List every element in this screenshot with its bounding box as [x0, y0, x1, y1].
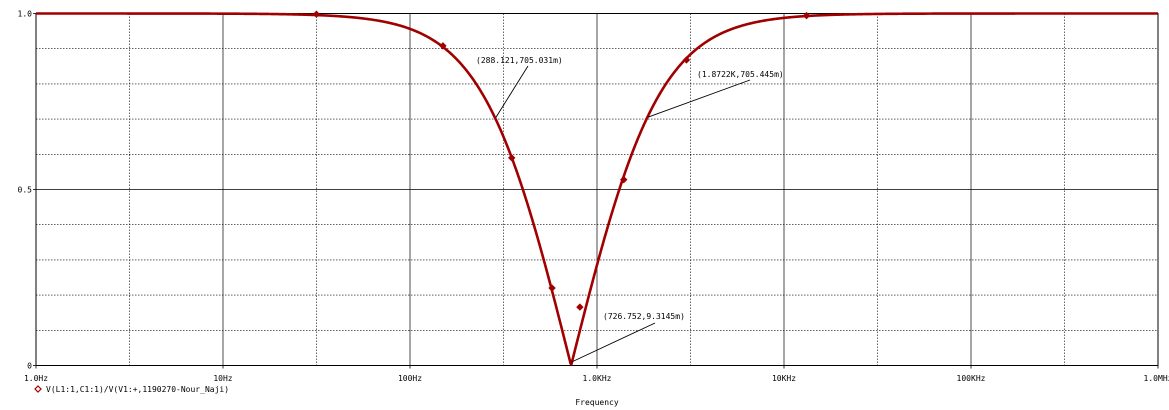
x-tick-label: 10KHz	[772, 374, 796, 383]
x-tick-label: 1.0Hz	[24, 374, 48, 383]
series-marker	[620, 175, 628, 184]
legend: V(L1:1,C1:1)/V(V1:+,1190270-Nour_Naji)	[34, 385, 229, 394]
plot-grid	[36, 13, 1158, 366]
y-tick-label: 0	[27, 362, 32, 371]
annotation-label: (726.752,9.3145m)	[603, 312, 685, 321]
x-axis-label: Frequency	[575, 398, 619, 407]
x-tick-label: 100KHz	[957, 374, 986, 383]
x-tick-label: 1.0KHz	[583, 374, 612, 383]
annotation-label: (1.8722K,705.445m)	[697, 70, 784, 79]
x-tick-label: 10Hz	[213, 374, 232, 383]
series-marker	[682, 56, 691, 64]
series-marker	[508, 154, 516, 162]
annotation-leader	[570, 322, 656, 363]
legend-marker-icon	[34, 385, 42, 393]
series-marker	[548, 284, 556, 292]
y-tick-label: 1.0	[18, 10, 33, 19]
x-axis-ticks: 1.0Hz 10Hz 100Hz 1.0KHz 10KHz 100KHz 1.0MHz	[24, 365, 1169, 383]
series-marker	[802, 11, 811, 20]
series-line	[35, 12, 1159, 366]
cursor-annotations: (288.121,705.031m) (1.8722K,705.445m) (726…	[476, 56, 784, 363]
annotation-leader	[647, 79, 751, 118]
annotation-leader	[495, 65, 529, 118]
series-layer	[35, 10, 1159, 366]
legend-label: V(L1:1,C1:1)/V(V1:+,1190270-Nour_Naji)	[46, 385, 229, 394]
annotation-label: (288.121,705.031m)	[476, 56, 563, 65]
series-marker	[312, 10, 321, 18]
x-tick-label: 1.0MHz	[1144, 374, 1169, 383]
series-marker	[576, 303, 584, 311]
y-tick-label: 0.5	[18, 186, 33, 195]
y-axis-ticks: 0 0.5 1.0	[18, 10, 36, 371]
x-tick-label: 100Hz	[398, 374, 422, 383]
series-marker	[439, 42, 447, 50]
